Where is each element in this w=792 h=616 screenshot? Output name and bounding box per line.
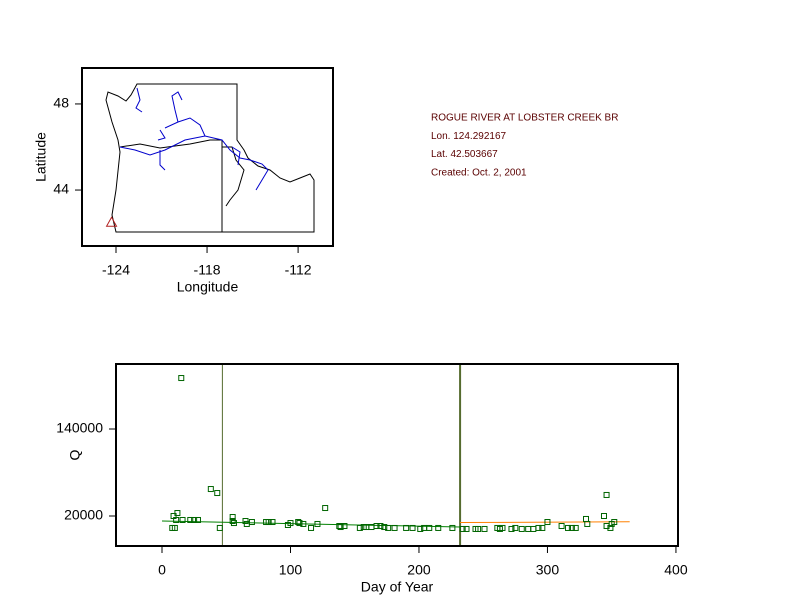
- river: [231, 146, 241, 166]
- data-point: [314, 520, 321, 527]
- data-point: [381, 524, 388, 531]
- data-point: [216, 524, 223, 531]
- data-point: [463, 525, 470, 532]
- data-point: [191, 516, 198, 523]
- data-point: [356, 524, 363, 531]
- river: [135, 87, 143, 113]
- map-panel: [105, 83, 315, 233]
- data-point: [459, 525, 466, 532]
- data-point: [600, 513, 607, 520]
- state-border: [119, 139, 223, 232]
- data-point: [385, 524, 392, 531]
- rivers: [119, 87, 269, 191]
- data-point: [178, 375, 185, 382]
- data-point: [607, 524, 614, 531]
- data-point: [229, 514, 236, 521]
- data-point: [603, 491, 610, 498]
- data-point: [337, 524, 344, 531]
- data-point: [403, 524, 410, 531]
- annotation: Lat. 42.503667: [431, 149, 498, 160]
- data-point: [583, 515, 590, 522]
- x-tick-label: -112: [285, 262, 312, 278]
- x-tick-label: 200: [407, 562, 431, 578]
- data-point: [565, 524, 572, 531]
- data-point: [296, 520, 303, 527]
- data-point: [409, 524, 416, 531]
- y-tick-label: 44: [53, 181, 69, 197]
- data-point: [187, 516, 194, 523]
- data-point: [171, 524, 178, 531]
- y-axis-label: Q: [67, 449, 83, 460]
- data-point: [426, 524, 433, 531]
- data-point: [481, 525, 488, 532]
- data-point: [248, 519, 255, 526]
- data-point: [174, 510, 181, 517]
- data-point: [377, 523, 384, 530]
- data-point: [499, 524, 506, 531]
- data-point: [417, 525, 424, 532]
- river: [159, 150, 166, 171]
- annotation: Lon. 124.292167: [431, 131, 507, 142]
- data-point: [373, 523, 380, 530]
- data-point: [173, 516, 180, 523]
- data-point: [544, 519, 551, 526]
- data-point: [525, 525, 532, 532]
- state-border: [222, 146, 245, 207]
- data-point: [341, 523, 348, 530]
- x-tick-label: -118: [194, 262, 221, 278]
- data-point: [530, 525, 537, 532]
- river: [119, 135, 269, 191]
- x-tick-label: 100: [279, 562, 303, 578]
- x-tick-label: 300: [536, 562, 560, 578]
- data-point: [265, 519, 272, 526]
- data-point: [230, 520, 237, 527]
- x-axis-label: Day of Year: [361, 579, 434, 595]
- data-point: [308, 524, 315, 531]
- data-point: [584, 520, 591, 527]
- data-point: [572, 524, 579, 531]
- data-point: [539, 524, 546, 531]
- data-point: [391, 524, 398, 531]
- data-point: [475, 525, 482, 532]
- data-point: [207, 486, 214, 493]
- y-tick-label: 140000: [56, 420, 103, 436]
- annotation: Created: Oct. 2, 2001: [431, 168, 527, 179]
- plot-frame: [115, 363, 679, 547]
- data-point: [568, 524, 575, 531]
- data-point: [287, 520, 294, 527]
- annotation: ROGUE RIVER AT LOBSTER CREEK BR: [431, 113, 618, 124]
- plot-frame: [81, 67, 334, 247]
- data-point: [558, 523, 565, 530]
- data-point: [449, 524, 456, 531]
- data-point: [512, 524, 519, 531]
- x-tick-label: -124: [102, 262, 130, 278]
- river: [171, 91, 183, 123]
- data-point: [194, 516, 201, 523]
- data-point: [435, 524, 442, 531]
- x-tick-label: 0: [158, 562, 166, 578]
- data-point: [322, 505, 329, 512]
- y-axis-label: Latitude: [33, 132, 49, 182]
- y-tick-label: 20000: [64, 507, 103, 523]
- x-axis-label: Longitude: [177, 279, 239, 295]
- data-point: [611, 519, 618, 526]
- station-info: ROGUE RIVER AT LOBSTER CREEK BR Lon. 124.…: [431, 113, 618, 179]
- data-point: [535, 524, 542, 531]
- y-tick-label: 48: [53, 95, 69, 111]
- river: [164, 117, 206, 137]
- data-point: [269, 519, 276, 526]
- station-marker: [105, 216, 118, 227]
- data-point: [518, 525, 525, 532]
- river: [157, 129, 166, 141]
- data-point: [214, 490, 221, 497]
- data-point: [179, 516, 186, 523]
- data-point: [508, 525, 515, 532]
- region-outline: [105, 83, 315, 233]
- data-point: [300, 520, 307, 527]
- x-tick-label: 400: [664, 562, 688, 578]
